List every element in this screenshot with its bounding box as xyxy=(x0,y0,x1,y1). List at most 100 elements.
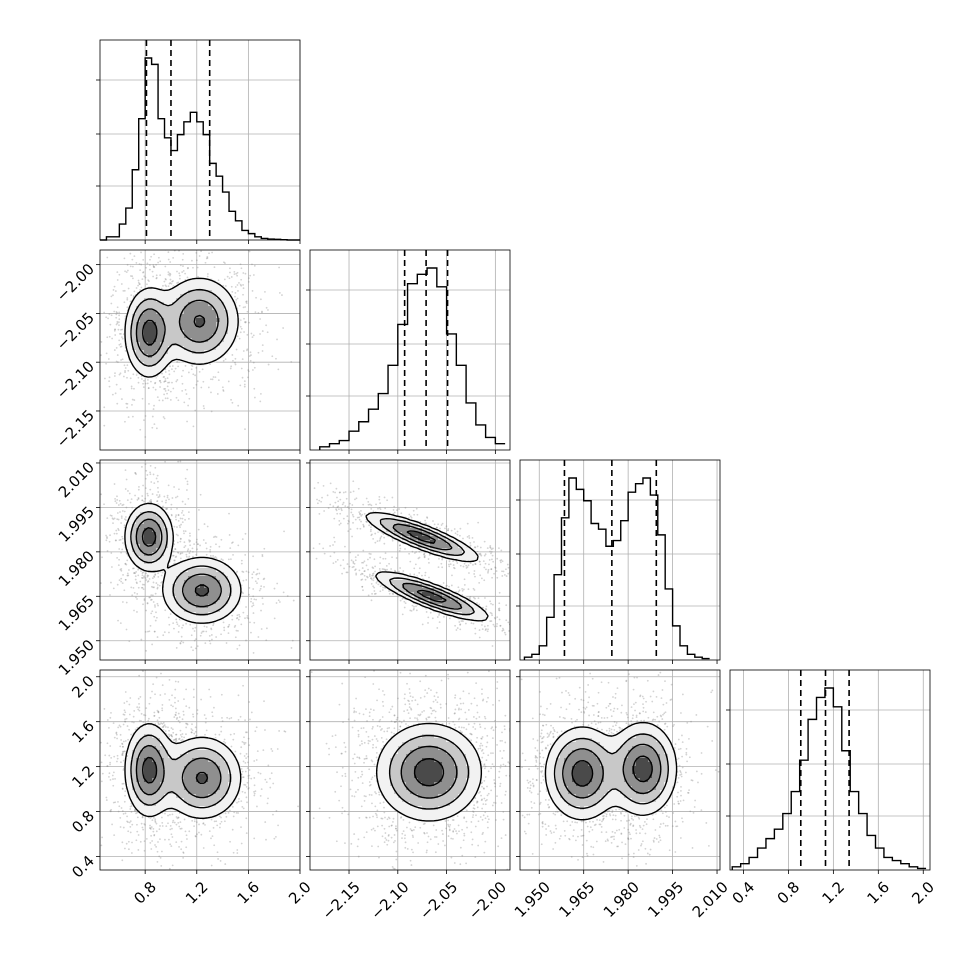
scatter-point xyxy=(124,518,126,521)
density-cell xyxy=(188,298,193,303)
scatter-point xyxy=(178,524,181,527)
scatter-point xyxy=(142,576,145,579)
scatter-point xyxy=(108,385,111,388)
scatter-point xyxy=(353,562,356,565)
density-cell xyxy=(148,290,153,295)
scatter-point xyxy=(123,589,126,592)
scatter-point xyxy=(113,310,116,313)
scatter-point xyxy=(368,575,371,577)
scatter-point xyxy=(461,588,464,590)
density-cell xyxy=(164,536,169,541)
scatter-point xyxy=(191,550,194,553)
scatter-point xyxy=(253,621,256,624)
scatter-point xyxy=(360,579,363,581)
density-cell xyxy=(212,350,217,355)
density-cell xyxy=(224,580,229,585)
scatter-point xyxy=(150,255,153,258)
density-cell xyxy=(136,310,141,315)
density-cell xyxy=(144,528,149,533)
density-cell xyxy=(192,616,197,621)
scatter-point xyxy=(326,554,328,556)
density-cell xyxy=(196,600,201,605)
scatter-point xyxy=(234,361,236,364)
density-cell xyxy=(148,366,153,371)
scatter-point xyxy=(209,642,212,645)
density-cell xyxy=(144,564,149,569)
scatter-point xyxy=(263,585,265,588)
scatter-point xyxy=(222,621,225,624)
scatter-point xyxy=(147,574,150,577)
scatter-point xyxy=(156,602,159,605)
density-cell xyxy=(184,584,189,589)
scatter-point xyxy=(132,469,134,471)
density-cell xyxy=(216,588,221,593)
density-cell xyxy=(148,322,153,327)
scatter-point xyxy=(135,570,138,573)
density-cell xyxy=(124,322,129,327)
density-cell xyxy=(188,286,193,291)
density-cell xyxy=(144,358,149,363)
density-cell xyxy=(196,334,201,339)
scatter-point xyxy=(312,547,315,550)
scatter-point xyxy=(261,344,264,346)
density-cell xyxy=(224,294,229,299)
scatter-point xyxy=(154,574,157,576)
scatter-point xyxy=(250,600,252,603)
scatter-point xyxy=(527,634,529,636)
scatter-point xyxy=(134,575,137,578)
scatter-point xyxy=(181,271,184,273)
scatter-point xyxy=(488,563,490,566)
scatter-point xyxy=(247,617,250,620)
scatter-point xyxy=(131,265,134,268)
scatter-point xyxy=(349,491,352,494)
scatter-point xyxy=(178,274,181,277)
density-cell xyxy=(184,616,189,621)
scatter-point xyxy=(413,567,416,570)
density-cell xyxy=(196,330,201,335)
density-cell xyxy=(152,552,157,557)
density-cell xyxy=(184,592,189,597)
scatter-point xyxy=(169,399,172,401)
scatter-point xyxy=(171,554,174,557)
scatter-point xyxy=(152,275,155,278)
density-cell xyxy=(220,306,225,311)
density-cell xyxy=(184,318,189,323)
density-cell xyxy=(164,354,169,359)
scatter-point xyxy=(263,496,265,498)
scatter-point xyxy=(369,556,371,559)
scatter-point xyxy=(334,491,336,494)
scatter-point xyxy=(214,535,217,538)
density-cell xyxy=(184,560,189,565)
scatter-point xyxy=(501,560,504,563)
density-cell xyxy=(156,334,161,339)
density-cell xyxy=(148,314,153,319)
scatter-point xyxy=(484,562,487,565)
density-cell xyxy=(168,540,173,545)
scatter-point xyxy=(179,537,182,540)
scatter-point xyxy=(131,403,133,406)
density-cell xyxy=(128,330,133,335)
density-cell xyxy=(160,362,165,367)
scatter-point xyxy=(238,282,240,284)
scatter-point xyxy=(474,627,477,630)
density-cell xyxy=(152,512,157,517)
scatter-point xyxy=(123,526,126,529)
scatter-point xyxy=(176,379,179,381)
scatter-point xyxy=(366,576,369,579)
scatter-point xyxy=(362,523,365,526)
scatter-point xyxy=(211,251,213,254)
scatter-point xyxy=(235,617,238,620)
scatter-point xyxy=(140,378,143,380)
scatter-point xyxy=(360,515,363,517)
scatter-point xyxy=(333,536,336,539)
scatter-point xyxy=(167,271,170,273)
scatter-point xyxy=(125,516,127,518)
scatter-point xyxy=(188,539,190,542)
scatter-point xyxy=(180,512,183,514)
scatter-point xyxy=(345,571,348,574)
density-cell xyxy=(128,346,133,351)
scatter-point xyxy=(169,273,172,276)
scatter-point xyxy=(346,563,349,565)
scatter-point xyxy=(164,377,167,380)
scatter-point xyxy=(453,528,456,530)
